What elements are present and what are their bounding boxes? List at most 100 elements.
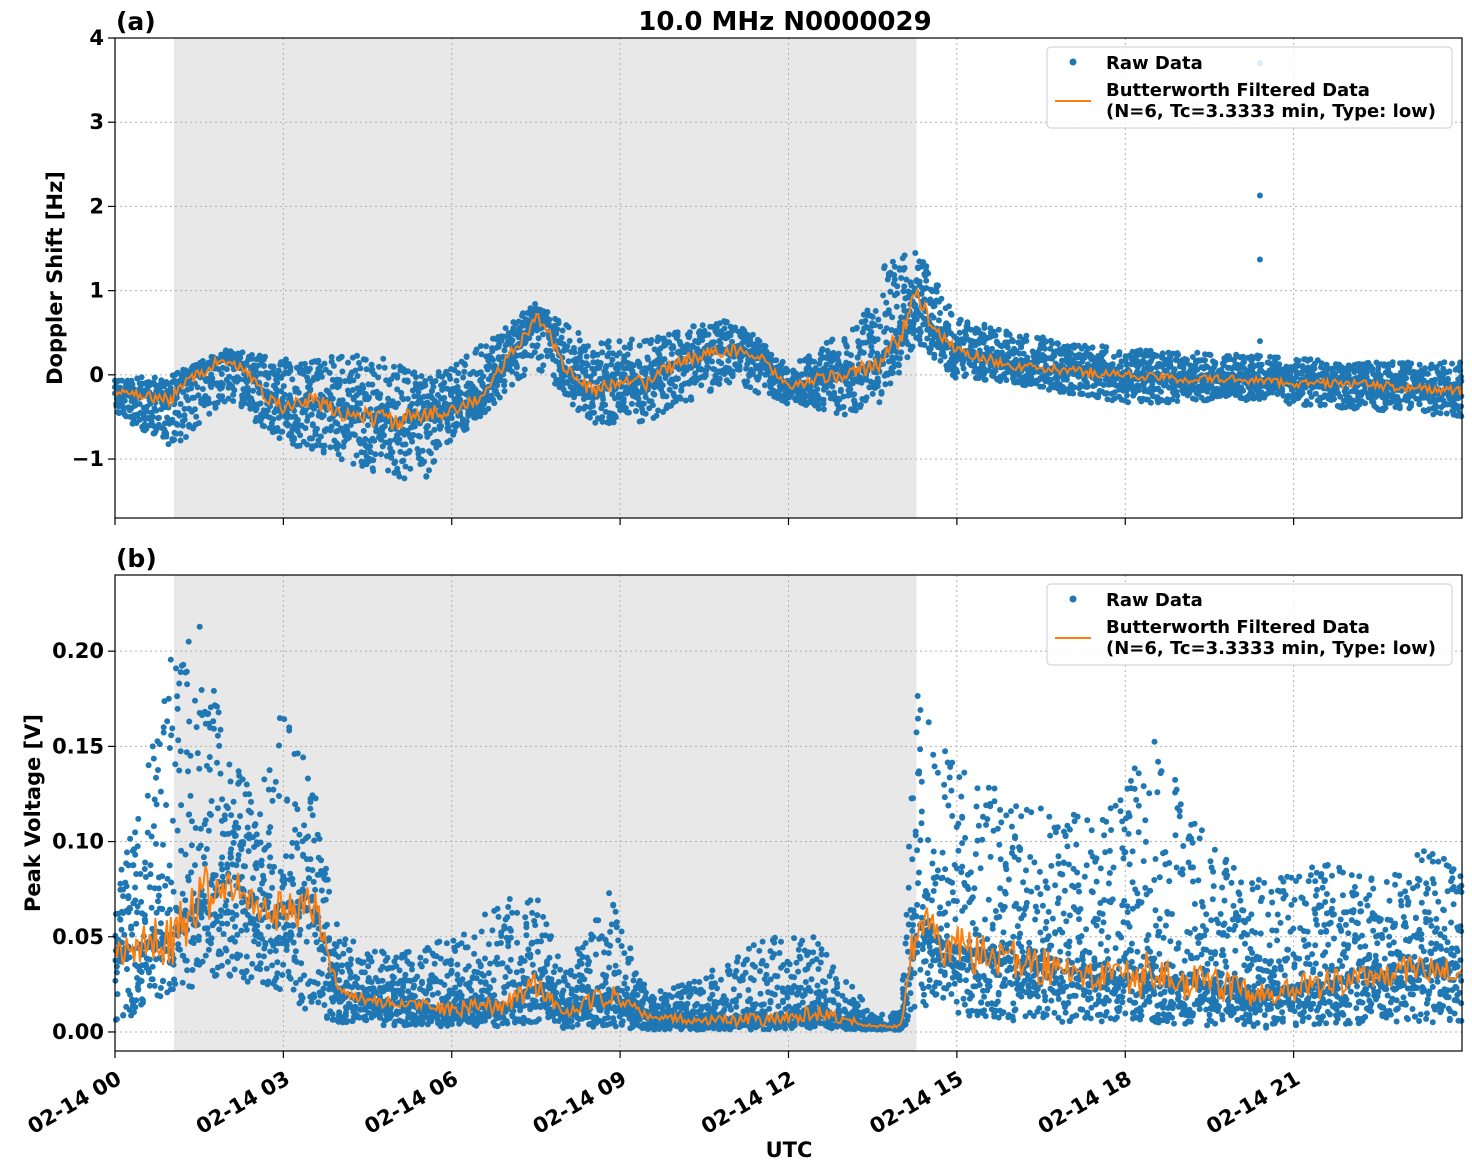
- raw-point: [425, 423, 431, 429]
- raw-point: [206, 399, 213, 406]
- raw-point: [847, 386, 854, 393]
- raw-point: [121, 397, 128, 404]
- raw-point: [418, 373, 425, 380]
- raw-point: [219, 381, 226, 388]
- raw-point: [534, 342, 541, 349]
- raw-point: [609, 356, 616, 363]
- raw-point: [829, 383, 836, 390]
- raw-point: [434, 400, 441, 407]
- raw-point: [342, 378, 348, 385]
- raw-point: [489, 348, 496, 354]
- raw-point: [406, 448, 413, 454]
- raw-point: [309, 422, 316, 429]
- raw-point: [297, 432, 304, 439]
- raw-point: [1084, 383, 1091, 390]
- raw-point: [898, 275, 905, 281]
- raw-point: [412, 418, 419, 424]
- raw-point: [219, 393, 226, 400]
- raw-point: [304, 441, 311, 448]
- raw-point: [483, 343, 490, 350]
- raw-point: [747, 384, 754, 391]
- raw-point: [702, 372, 709, 379]
- raw-point: [893, 303, 900, 310]
- raw-point: [413, 374, 419, 381]
- raw-point: [340, 443, 347, 450]
- raw-point: [181, 405, 188, 412]
- raw-point: [354, 373, 361, 379]
- raw-point: [173, 394, 180, 401]
- raw-point: [250, 387, 257, 394]
- raw-point: [275, 367, 282, 374]
- raw-point: [367, 406, 374, 413]
- raw-point: [448, 415, 455, 422]
- raw-point: [964, 320, 971, 327]
- raw-point: [627, 345, 633, 351]
- raw-point: [661, 356, 668, 363]
- raw-point: [118, 377, 125, 384]
- raw-point: [356, 360, 362, 366]
- raw-point: [768, 351, 775, 358]
- raw-point: [1174, 398, 1181, 404]
- raw-point: [531, 349, 538, 356]
- raw-point: [869, 313, 876, 320]
- raw-point: [981, 325, 988, 331]
- raw-point: [143, 408, 150, 415]
- raw-point: [349, 387, 356, 393]
- raw-point: [1202, 357, 1208, 364]
- raw-point: [526, 335, 533, 341]
- raw-point: [183, 434, 189, 440]
- raw-point: [231, 387, 238, 394]
- raw-point: [335, 451, 342, 458]
- raw-point: [933, 288, 940, 295]
- raw-point: [287, 395, 294, 402]
- raw-point: [381, 432, 387, 439]
- raw-point: [916, 278, 923, 285]
- raw-point: [716, 381, 723, 387]
- raw-point: [258, 414, 265, 421]
- raw-point: [651, 391, 658, 398]
- raw-point: [718, 360, 725, 367]
- raw-point: [875, 316, 882, 323]
- raw-point: [377, 391, 384, 398]
- raw-point: [362, 436, 369, 442]
- panel-a-shade: [173, 38, 917, 518]
- raw-point: [773, 357, 780, 364]
- raw-point: [392, 458, 399, 465]
- raw-point: [1257, 353, 1263, 360]
- raw-point: [1274, 354, 1281, 361]
- raw-point: [329, 395, 336, 402]
- raw-point: [367, 449, 374, 455]
- raw-point: [705, 331, 712, 338]
- raw-point: [756, 338, 763, 345]
- raw-point: [253, 414, 260, 421]
- raw-point: [901, 264, 908, 271]
- raw-point: [366, 394, 372, 401]
- raw-point: [289, 376, 296, 383]
- raw-point: [891, 276, 898, 283]
- raw-point: [354, 352, 360, 359]
- raw-point: [167, 384, 174, 391]
- raw-point: [520, 310, 526, 317]
- raw-point: [677, 395, 684, 402]
- raw-point: [851, 391, 858, 398]
- raw-point: [395, 400, 401, 407]
- raw-point: [193, 413, 200, 420]
- raw-point: [163, 433, 170, 440]
- raw-point: [402, 463, 409, 470]
- raw-point: [338, 456, 345, 463]
- raw-point: [320, 447, 327, 454]
- raw-point: [860, 349, 867, 356]
- raw-point: [485, 405, 492, 412]
- raw-point: [129, 381, 136, 388]
- raw-point: [814, 386, 821, 393]
- raw-point: [360, 427, 367, 434]
- raw-point: [887, 380, 894, 387]
- raw-point: [935, 317, 942, 324]
- raw-point: [699, 322, 706, 329]
- raw-point: [381, 423, 388, 430]
- raw-point: [904, 354, 911, 361]
- raw-point: [857, 401, 864, 408]
- raw-point: [554, 326, 561, 333]
